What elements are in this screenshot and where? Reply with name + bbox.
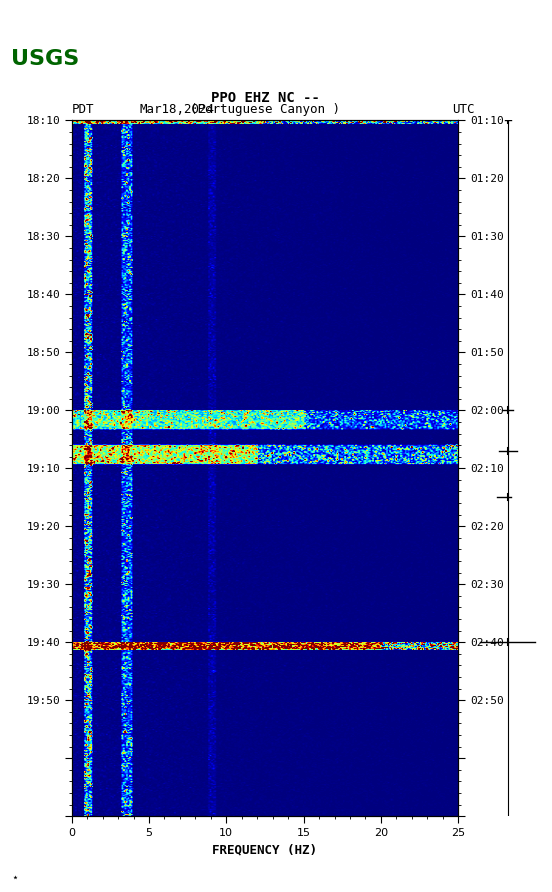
Text: (Portuguese Canyon ): (Portuguese Canyon ) bbox=[190, 103, 340, 116]
Text: Mar18,2024: Mar18,2024 bbox=[139, 103, 214, 116]
Text: UTC: UTC bbox=[453, 103, 475, 116]
Text: USGS: USGS bbox=[11, 49, 79, 69]
X-axis label: FREQUENCY (HZ): FREQUENCY (HZ) bbox=[213, 844, 317, 856]
Text: PPO EHZ NC --: PPO EHZ NC -- bbox=[210, 91, 320, 105]
Text: $\star$: $\star$ bbox=[11, 871, 19, 881]
Text: PDT: PDT bbox=[72, 103, 94, 116]
